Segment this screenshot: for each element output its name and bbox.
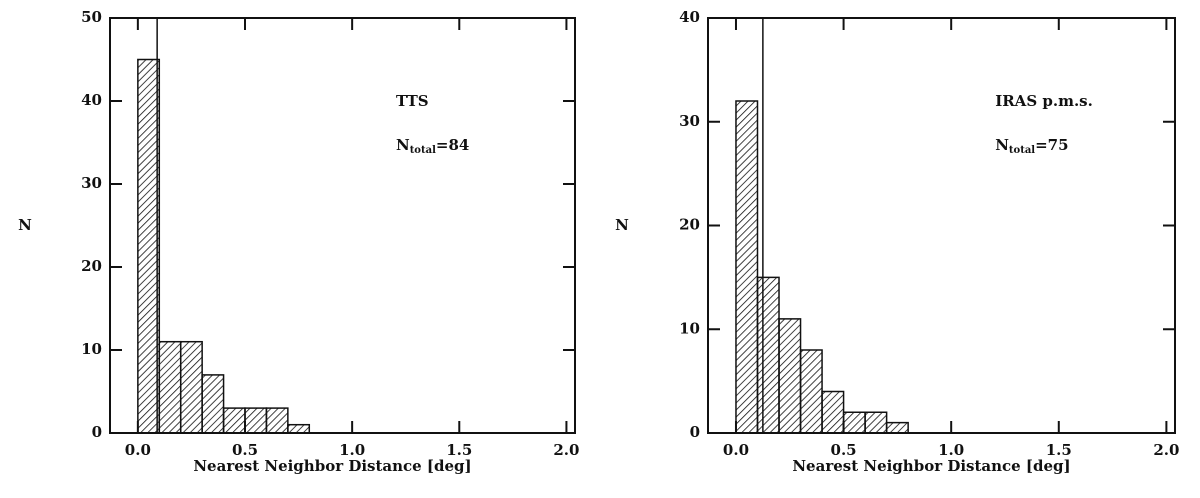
annotation-part: total <box>410 145 436 156</box>
bar <box>158 340 182 434</box>
x-tick-label: 2.0 <box>1153 441 1179 459</box>
y-tick-label: 40 <box>679 8 700 26</box>
bar <box>179 340 203 434</box>
annotation: TTS <box>396 92 429 110</box>
x-tick-label: 1.5 <box>1046 441 1072 459</box>
y-tick-label: 10 <box>679 319 700 337</box>
annotation: IRAS p.m.s. <box>995 92 1093 110</box>
bar <box>265 407 289 434</box>
y-axis-label: N <box>615 216 629 234</box>
y-tick-label: 0 <box>92 423 102 441</box>
x-tick-label: 1.5 <box>446 441 472 459</box>
annotation-part: =84 <box>436 136 469 154</box>
x-axis-label: Nearest Neighbor Distance [deg] <box>193 457 471 475</box>
y-tick-label: 20 <box>81 257 102 275</box>
x-tick-label: 0.0 <box>125 441 151 459</box>
x-tick-label: 0.5 <box>831 441 857 459</box>
y-tick-label: 50 <box>81 8 102 26</box>
x-tick-label: 0.5 <box>232 441 258 459</box>
y-tick-label: 30 <box>81 174 102 192</box>
y-tick-label: 10 <box>81 340 102 358</box>
bar <box>756 276 780 434</box>
x-tick-label: 2.0 <box>553 441 579 459</box>
x-axis-label: Nearest Neighbor Distance [deg] <box>792 457 1070 475</box>
x-tick-label: 0.0 <box>723 441 749 459</box>
y-tick-label: 40 <box>81 91 102 109</box>
bar <box>137 58 161 434</box>
bar <box>799 349 823 434</box>
annotation: Ntotal=75 <box>995 136 1068 156</box>
y-tick-label: 20 <box>679 216 700 234</box>
x-tick-label: 1.0 <box>938 441 964 459</box>
bar <box>821 390 845 434</box>
annotation-part: =75 <box>1035 136 1068 154</box>
annotation-part: total <box>1009 145 1035 156</box>
bar <box>201 374 225 434</box>
y-tick-label: 30 <box>679 112 700 130</box>
annotation-part: N <box>396 136 410 154</box>
bar <box>244 407 268 434</box>
bar <box>735 100 759 434</box>
annotation: Ntotal=84 <box>396 136 469 156</box>
bar <box>778 318 802 434</box>
y-axis-label: N <box>18 216 32 234</box>
bar <box>864 411 888 434</box>
bar <box>287 423 311 434</box>
x-tick-label: 1.0 <box>339 441 365 459</box>
annotation-part: N <box>995 136 1009 154</box>
y-tick-label: 0 <box>690 423 700 441</box>
plot-frame <box>109 17 576 434</box>
bar <box>842 411 866 434</box>
bar <box>222 407 246 434</box>
bar <box>885 421 909 434</box>
